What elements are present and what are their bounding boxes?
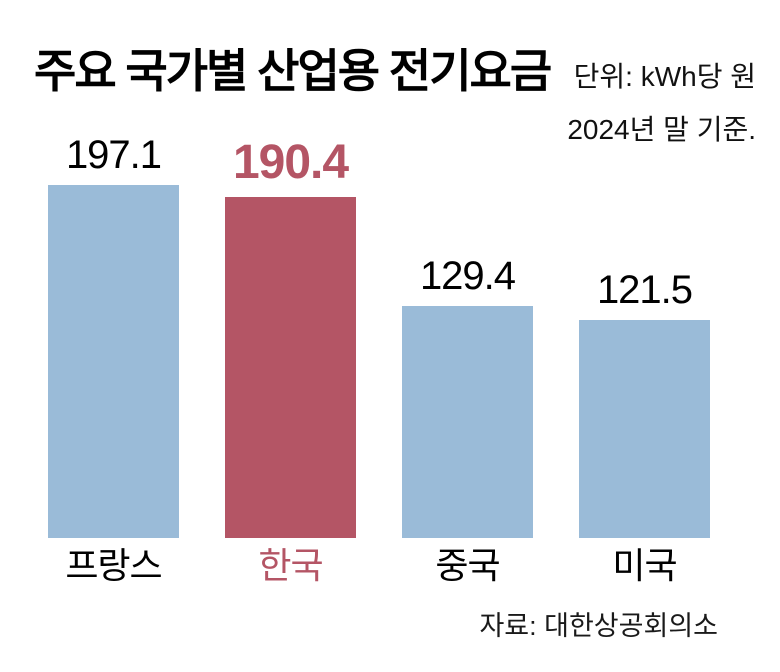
bar-column-france: 197.1 프랑스 — [48, 135, 179, 585]
source-label: 자료: 대한상공회의소 — [479, 611, 718, 641]
bar-chart-plot: 197.1 프랑스 190.4 한국 129.4 중국 121.5 미국 — [48, 0, 710, 585]
chart-meta: 단위: kWh당 원 2024년 말 기준. — [567, 50, 756, 156]
bar-korea — [225, 197, 356, 538]
bar-column-china: 129.4 중국 — [402, 256, 533, 585]
unit-label: 단위: kWh당 원 — [573, 61, 756, 92]
bar-usa — [579, 320, 710, 538]
category-label-france: 프랑스 — [65, 545, 162, 586]
bar-column-korea: 190.4 한국 — [225, 139, 356, 585]
bar-france — [48, 185, 179, 538]
category-label-china: 중국 — [435, 545, 500, 586]
bar-column-usa: 121.5 미국 — [579, 270, 710, 585]
category-label-korea: 한국 — [258, 545, 323, 586]
chart-title: 주요 국가별 산업용 전기요금 — [34, 45, 552, 97]
bar-china — [402, 306, 533, 538]
as-of-label: 2024년 말 기준. — [567, 114, 756, 145]
value-label-france: 197.1 — [65, 133, 162, 177]
value-label-china: 129.4 — [419, 254, 516, 298]
category-label-usa: 미국 — [612, 545, 677, 586]
value-label-korea: 190.4 — [232, 136, 349, 189]
value-label-usa: 121.5 — [596, 268, 693, 312]
